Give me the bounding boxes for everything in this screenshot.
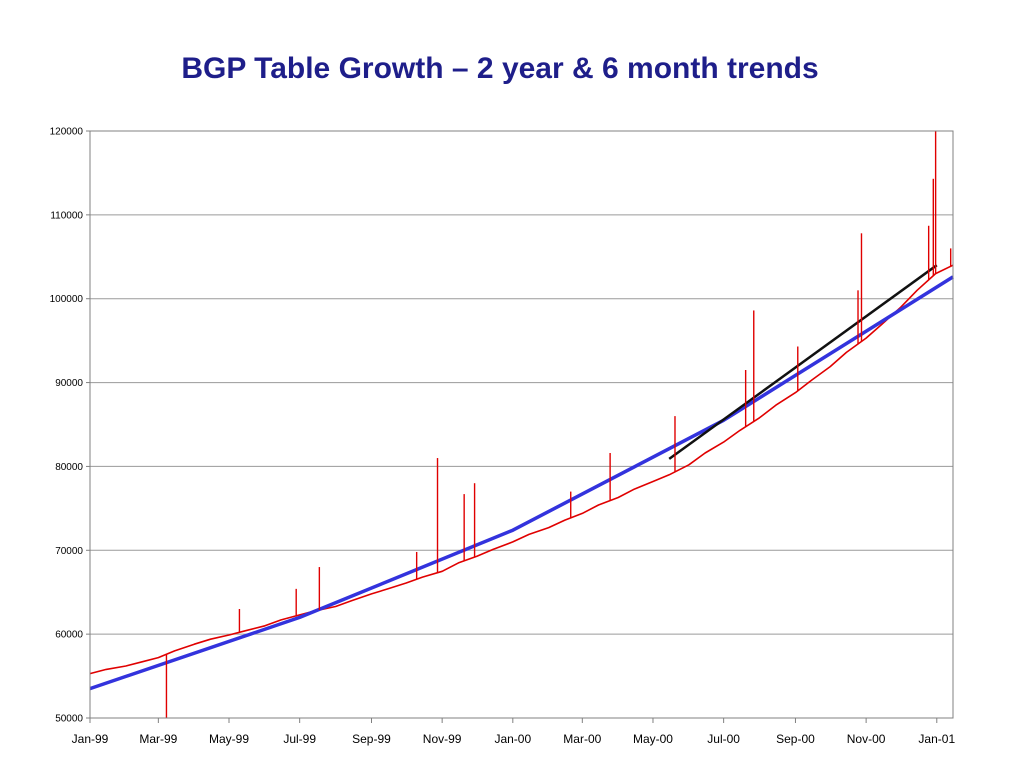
y-tick-label: 120000: [50, 127, 84, 138]
y-axis: 50000 60000 70000 80000 90000 100000 110000 120…: [50, 127, 90, 725]
two-year-trend-line: [89, 275, 954, 691]
x-tick-label: Mar-00: [563, 732, 601, 746]
x-tick-label: Jan-01: [918, 732, 955, 746]
y-tick-label: 50000: [55, 714, 83, 725]
x-tick-label: Nov-00: [847, 732, 886, 746]
series-layer: [89, 131, 954, 718]
y-tick-label: 80000: [55, 462, 83, 473]
x-tick-label: Sep-00: [776, 732, 815, 746]
plot-area: [90, 131, 953, 718]
y-tick-label: 90000: [55, 378, 83, 389]
y-tick-label: 110000: [50, 210, 83, 221]
x-tick-label: Jan-99: [72, 732, 109, 746]
x-tick-label: Jul-99: [283, 732, 316, 746]
x-tick-label: May-99: [209, 732, 249, 746]
x-tick-label: Mar-99: [139, 732, 177, 746]
x-tick-label: Nov-99: [423, 732, 462, 746]
y-tick-label: 60000: [55, 630, 83, 641]
x-tick-label: May-00: [633, 732, 673, 746]
x-tick-label: Jan-00: [494, 732, 531, 746]
x-axis: Jan-99 Mar-99 May-99 Jul-99 Sep-99 Nov-99 Jan-…: [72, 718, 955, 746]
x-tick-label: Jul-00: [707, 732, 740, 746]
chart-title: BGP Table Growth – 2 year & 6 month tren…: [181, 52, 819, 85]
y-tick-label: 100000: [50, 294, 84, 305]
bgp-table-size-line: [89, 264, 954, 675]
plot-border: [89, 130, 954, 719]
y-tick-label: 70000: [55, 546, 83, 557]
six-month-trend-line: [668, 264, 938, 460]
x-tick-label: Sep-99: [352, 732, 391, 746]
